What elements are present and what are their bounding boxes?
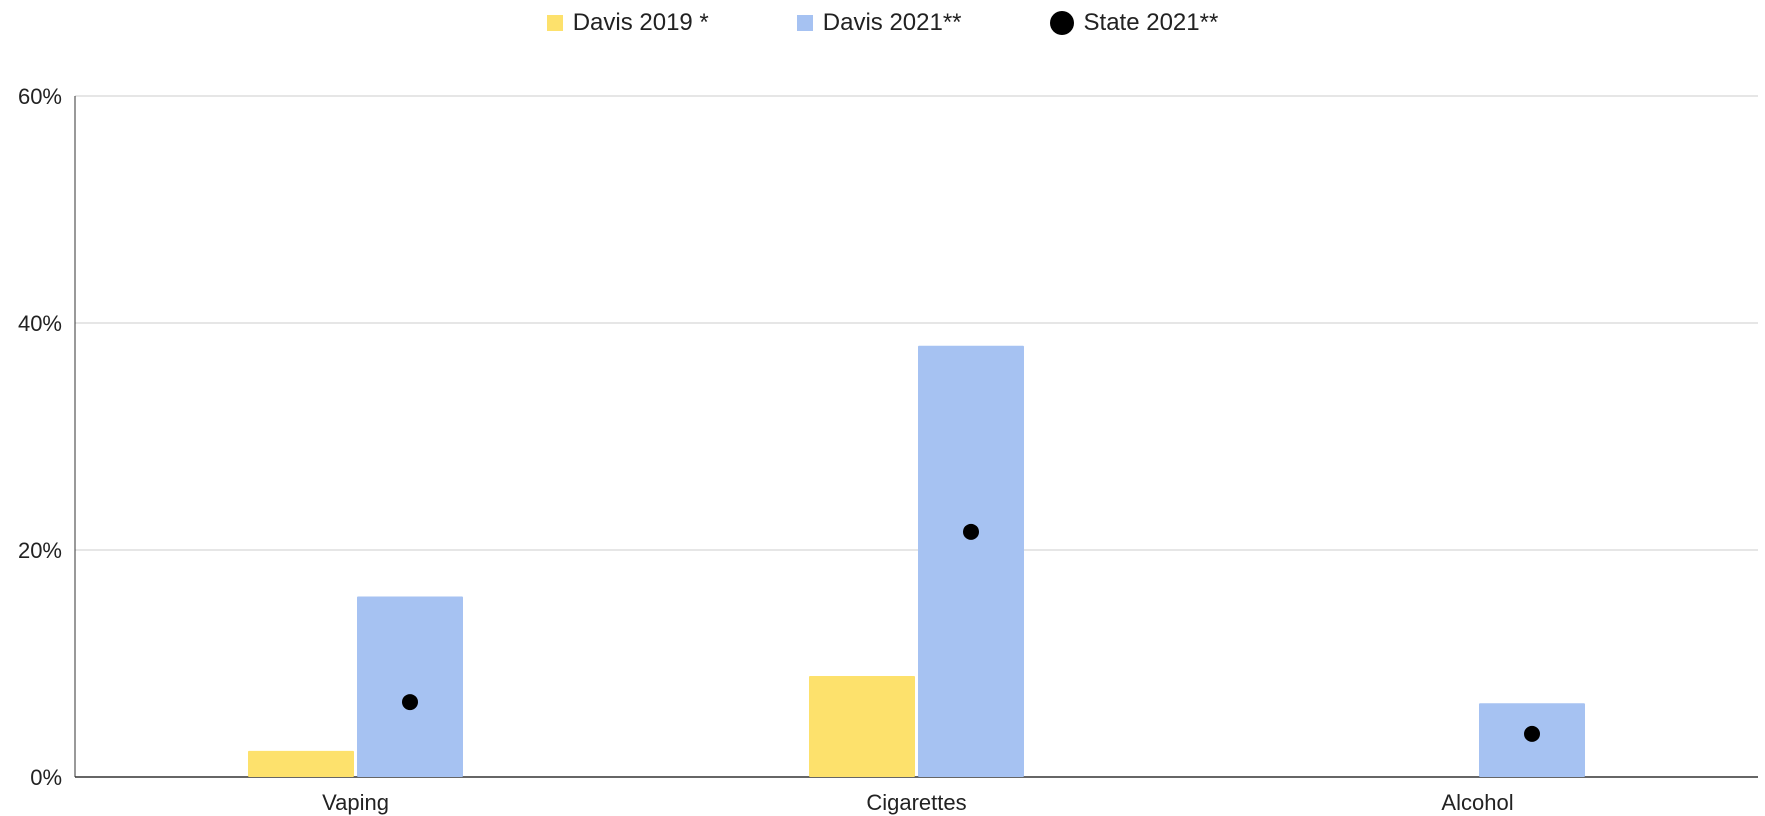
legend-swatch-state-2021 (1049, 11, 1074, 35)
legend-label-davis-2019: Davis 2019 * (572, 9, 709, 36)
bar-davis-2019-vaping (248, 750, 354, 777)
y-tick-label: 60% (18, 84, 62, 109)
point-state-2021-alcohol (1524, 725, 1540, 742)
x-category-label: Vaping (322, 790, 389, 815)
legend-label-davis-2021: Davis 2021** (822, 9, 962, 36)
legend-swatch-davis-2019 (546, 15, 563, 31)
x-category-label: Cigarettes (866, 790, 966, 815)
legend-item-davis-2021[interactable]: Davis 2021** (796, 9, 962, 37)
point-state-2021-cigarettes (963, 523, 979, 540)
y-tick-label: 0% (30, 765, 62, 790)
legend-swatch-davis-2021 (796, 15, 813, 31)
bar-davis-2021-vaping (357, 596, 463, 777)
y-tick-label: 40% (18, 311, 62, 336)
legend-item-state-2021[interactable]: State 2021** (1049, 9, 1219, 37)
bar-davis-2021-cigarettes (918, 345, 1024, 777)
y-tick-label: 20% (18, 538, 62, 563)
legend-item-davis-2019[interactable]: Davis 2019 * (546, 9, 709, 37)
x-category-label: Alcohol (1441, 790, 1513, 815)
point-state-2021-vaping (402, 694, 418, 711)
bar-davis-2019-cigarettes (809, 675, 915, 777)
legend-label-state-2021: State 2021** (1083, 9, 1219, 36)
chart-legend: Davis 2019 * Davis 2021** State 2021** (0, 6, 1765, 40)
